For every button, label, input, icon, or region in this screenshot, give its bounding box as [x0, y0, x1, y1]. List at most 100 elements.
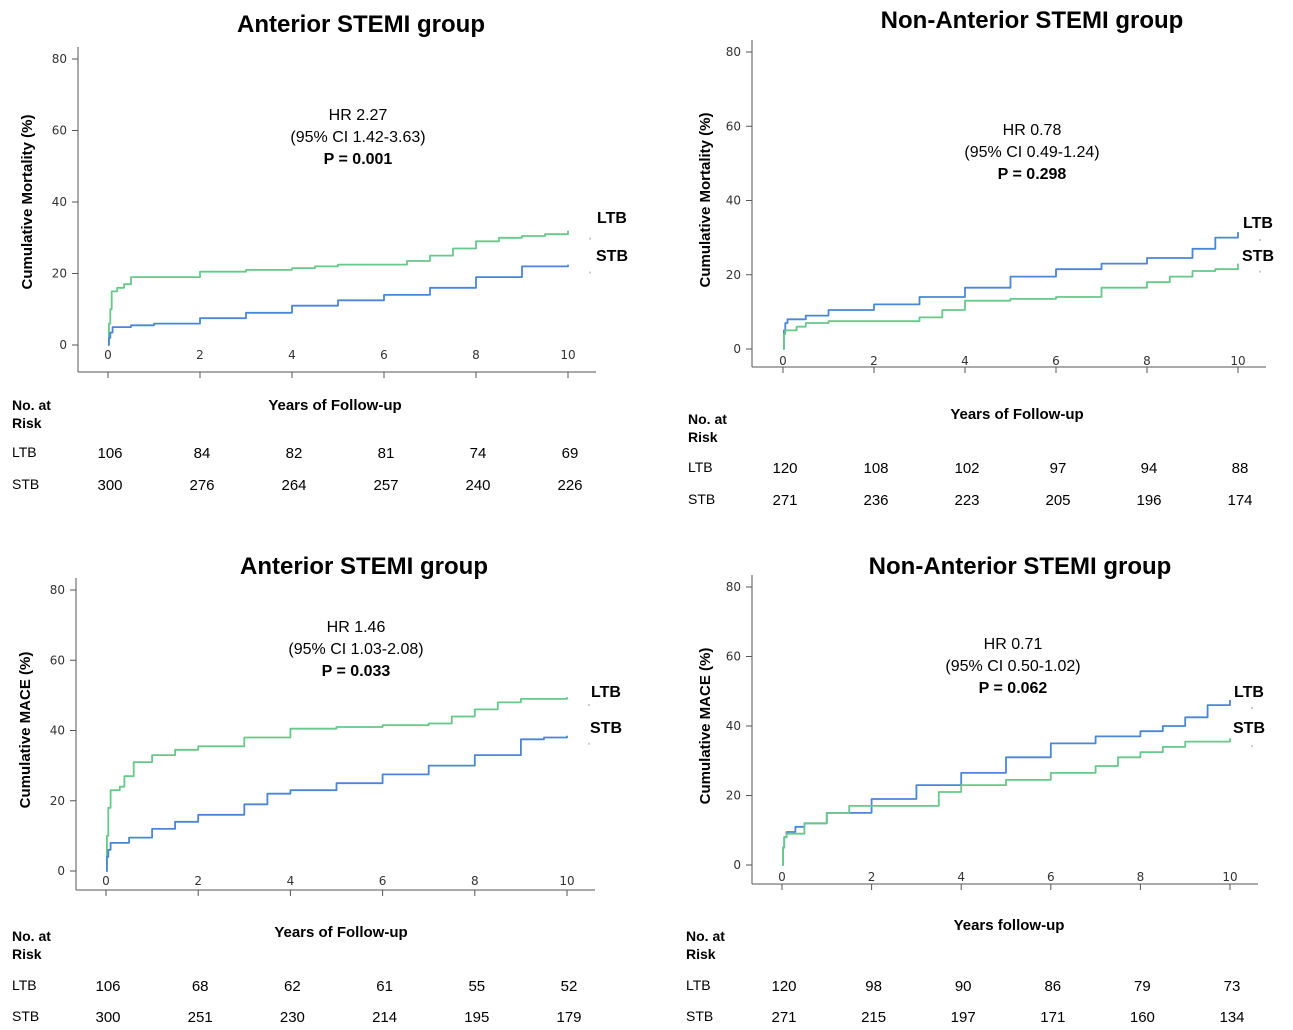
- y-tick-label: 0: [733, 858, 741, 872]
- risk-value: 300: [95, 1009, 120, 1026]
- risk-table-header: No. at: [686, 928, 725, 944]
- risk-table-header: No. at: [12, 397, 51, 413]
- chart-title: Anterior STEMI group: [237, 11, 485, 38]
- y-tick-label: 60: [726, 650, 741, 664]
- risk-table-header: No. at: [688, 411, 727, 427]
- risk-value: 73: [1224, 978, 1241, 995]
- x-tick-label: 8: [1137, 870, 1145, 884]
- series-line-stb: [783, 232, 1239, 350]
- risk-table-header: No. at: [12, 928, 51, 944]
- risk-value: 179: [556, 1009, 581, 1026]
- x-tick-label: 4: [957, 870, 965, 884]
- risk-value: 160: [1130, 1009, 1155, 1026]
- series-line-stb: [108, 264, 569, 346]
- x-tick-label: 2: [194, 874, 202, 888]
- x-tick-label: 6: [1047, 870, 1055, 884]
- hr-annotation-line: (95% CI 0.50-1.02): [945, 658, 1080, 675]
- x-tick-label: 8: [471, 874, 479, 888]
- risk-value: 251: [188, 1009, 213, 1026]
- x-tick-label: 2: [868, 870, 876, 884]
- x-axis-label: Years of Follow-up: [268, 397, 401, 414]
- risk-value: 120: [772, 460, 797, 477]
- x-tick-label: 6: [1052, 354, 1060, 368]
- x-tick-label: 0: [779, 354, 787, 368]
- series-line-stb: [106, 735, 568, 872]
- risk-value: 106: [95, 978, 120, 995]
- chart-title: Non-Anterior STEMI group: [881, 7, 1184, 34]
- y-tick-label: 80: [52, 52, 67, 66]
- y-tick-label: 60: [726, 119, 741, 133]
- risk-value: 98: [865, 978, 882, 995]
- y-tick-label: 80: [726, 45, 741, 59]
- risk-value: 257: [373, 477, 398, 494]
- risk-value: 171: [1040, 1009, 1065, 1026]
- x-axis-label: Years of Follow-up: [950, 406, 1083, 423]
- y-tick-label: 20: [50, 794, 65, 808]
- y-tick-label: 80: [726, 580, 741, 594]
- risk-value: 68: [192, 978, 209, 995]
- x-tick-label: 2: [870, 354, 878, 368]
- risk-table-header: Risk: [688, 429, 718, 445]
- y-tick-label: 40: [50, 724, 65, 738]
- risk-value: 102: [954, 460, 979, 477]
- hr-annotation-line: (95% CI 0.49-1.24): [964, 144, 1099, 161]
- risk-value: 120: [771, 978, 796, 995]
- x-tick-label: 6: [379, 874, 387, 888]
- y-tick-label: 80: [50, 583, 65, 597]
- risk-value: 62: [284, 978, 301, 995]
- y-tick-label: 0: [59, 338, 67, 352]
- risk-value: 240: [465, 477, 490, 494]
- risk-value: 276: [189, 477, 214, 494]
- risk-table-header: Risk: [12, 946, 42, 962]
- y-tick-label: 60: [50, 653, 65, 667]
- km-panel-2: Non-Anterior STEMI group 0 20 40 60 80 0 2 4 6 8 10…: [688, 7, 1274, 509]
- risk-value: 90: [955, 978, 972, 995]
- hr-annotation-line: P = 0.062: [979, 680, 1048, 697]
- x-tick-label: 8: [1143, 354, 1151, 368]
- km-panel-1: Anterior STEMI group 0 20 40 60 80 0 2 4 6 8 10 Year…: [12, 11, 628, 494]
- series-line-ltb: [106, 697, 568, 872]
- risk-value: 174: [1227, 492, 1252, 509]
- legend-label-stb: STB: [590, 720, 622, 737]
- x-tick-label: 6: [380, 348, 388, 362]
- risk-row-label-stb: STB: [12, 476, 39, 492]
- x-tick-label: 2: [196, 348, 204, 362]
- risk-value: 69: [562, 445, 579, 462]
- hr-annotation-line: HR 0.71: [984, 636, 1043, 653]
- risk-row-label-ltb: LTB: [12, 977, 37, 993]
- risk-row-label-ltb: LTB: [686, 977, 711, 993]
- risk-value: 271: [771, 1009, 796, 1026]
- chart-title: Non-Anterior STEMI group: [869, 553, 1172, 580]
- risk-value: 82: [286, 445, 303, 462]
- risk-value: 97: [1050, 460, 1067, 477]
- legend-label-ltb: LTB: [1243, 215, 1273, 232]
- risk-value: 74: [470, 445, 487, 462]
- risk-row-label-ltb: LTB: [12, 444, 37, 460]
- risk-value: 195: [464, 1009, 489, 1026]
- risk-value: 264: [281, 477, 306, 494]
- risk-row-label-stb: STB: [688, 491, 715, 507]
- hr-annotation-line: P = 0.033: [322, 663, 391, 680]
- x-tick-label: 4: [287, 874, 295, 888]
- risk-value: 94: [1141, 460, 1158, 477]
- risk-value: 300: [97, 477, 122, 494]
- x-tick-label: 0: [778, 870, 786, 884]
- y-tick-label: 40: [726, 719, 741, 733]
- y-tick-label: 60: [52, 124, 67, 138]
- risk-value: 52: [561, 978, 578, 995]
- risk-value: 226: [557, 477, 582, 494]
- y-tick-label: 20: [726, 789, 741, 803]
- x-tick-label: 10: [1222, 870, 1237, 884]
- x-tick-label: 4: [961, 354, 969, 368]
- x-tick-label: 0: [102, 874, 110, 888]
- risk-value: 84: [194, 445, 211, 462]
- hr-annotation-line: HR 1.46: [327, 619, 386, 636]
- y-axis-label: Cumulative MACE (%): [697, 648, 714, 805]
- hr-annotation-line: HR 2.27: [329, 107, 388, 124]
- y-tick-label: 0: [733, 342, 741, 356]
- risk-value: 223: [954, 492, 979, 509]
- risk-table-header: Risk: [686, 946, 716, 962]
- legend-label-stb: STB: [1242, 248, 1274, 265]
